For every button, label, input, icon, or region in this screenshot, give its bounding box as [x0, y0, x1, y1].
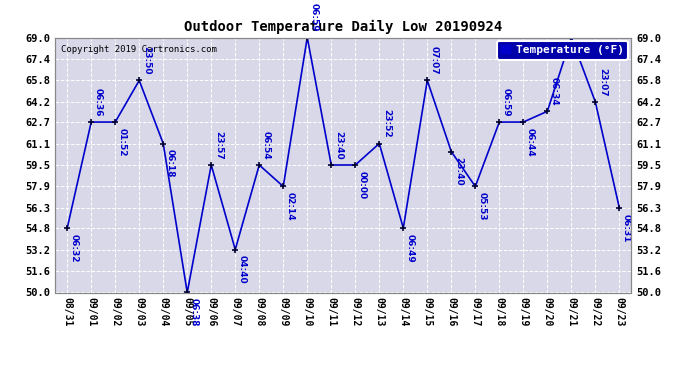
Text: 23:40: 23:40: [334, 131, 343, 159]
Text: 04:40: 04:40: [238, 255, 247, 284]
Text: 06:54: 06:54: [262, 131, 271, 159]
Text: 23:52: 23:52: [382, 110, 391, 138]
Text: 23:07: 23:07: [598, 68, 607, 96]
Text: 00:00: 00:00: [358, 171, 367, 199]
Text: Copyright 2019 Cartronics.com: Copyright 2019 Cartronics.com: [61, 45, 217, 54]
Text: 07:07: 07:07: [430, 46, 439, 75]
Text: 02:14: 02:14: [286, 192, 295, 220]
Text: 23:40: 23:40: [454, 157, 463, 186]
Text: 23:50: 23:50: [142, 46, 151, 75]
Text: 06:59: 06:59: [502, 88, 511, 117]
Legend: Temperature (°F): Temperature (°F): [497, 41, 628, 60]
Text: 23:57: 23:57: [214, 131, 223, 159]
Text: 06:18: 06:18: [166, 149, 175, 178]
Text: 06:34: 06:34: [550, 77, 559, 106]
Text: 06:31: 06:31: [622, 213, 631, 242]
Text: 06:44: 06:44: [526, 128, 535, 156]
Text: 06:32: 06:32: [70, 234, 79, 262]
Text: 06:49: 06:49: [406, 234, 415, 262]
Text: 05:53: 05:53: [478, 192, 487, 220]
Title: Outdoor Temperature Daily Low 20190924: Outdoor Temperature Daily Low 20190924: [184, 20, 502, 33]
Text: 06:38: 06:38: [190, 298, 199, 327]
Text: 01:52: 01:52: [118, 128, 127, 156]
Text: 06:59: 06:59: [310, 3, 319, 32]
Text: 06:36: 06:36: [94, 88, 103, 117]
